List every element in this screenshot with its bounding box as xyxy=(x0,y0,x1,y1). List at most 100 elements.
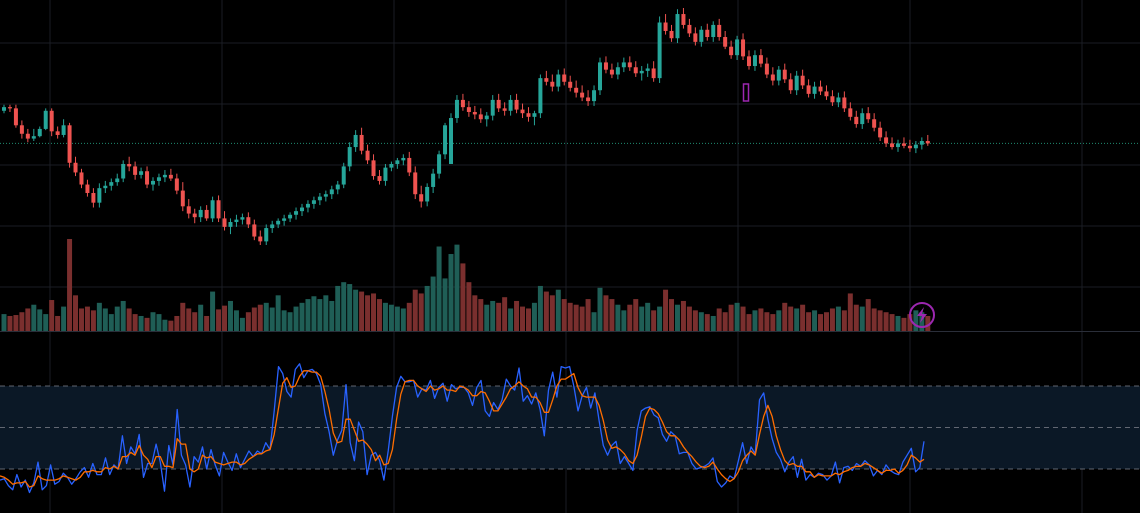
volume-bar xyxy=(686,306,692,331)
candle-body xyxy=(180,190,185,207)
candle-body xyxy=(562,74,567,82)
volume-bar xyxy=(603,295,609,331)
candle-body xyxy=(121,163,126,179)
volume-bar xyxy=(108,314,114,331)
candle xyxy=(896,139,900,152)
candle-body xyxy=(425,186,430,202)
candle-body xyxy=(222,218,227,227)
volume-bar xyxy=(227,300,233,331)
volume-bar xyxy=(704,314,710,331)
candle xyxy=(151,177,155,191)
volume-bar xyxy=(674,304,680,331)
volume-bar xyxy=(376,299,382,331)
candle-body xyxy=(79,172,84,185)
volume-bar xyxy=(680,300,686,331)
candle xyxy=(830,90,835,106)
candle-body xyxy=(156,177,161,181)
volume-bar xyxy=(126,308,132,331)
volume-bar xyxy=(388,304,394,331)
volume-bar xyxy=(341,282,347,331)
volume-bar xyxy=(61,306,67,331)
candle xyxy=(794,70,799,96)
candle-body xyxy=(723,37,728,47)
candle xyxy=(603,56,608,74)
volume-bar xyxy=(698,312,704,331)
volume-bar xyxy=(657,306,663,331)
candle xyxy=(633,61,638,77)
candle-body xyxy=(901,143,906,146)
volume-bar xyxy=(162,319,168,331)
candle xyxy=(925,134,930,146)
candle xyxy=(729,40,734,59)
candle-body xyxy=(788,79,793,91)
candle-body xyxy=(264,228,269,242)
candle-body xyxy=(848,108,853,117)
candle xyxy=(735,35,740,60)
candle xyxy=(890,137,895,150)
candle xyxy=(127,156,132,172)
candle xyxy=(49,108,54,137)
candle-body xyxy=(210,200,215,219)
candle xyxy=(907,139,912,152)
candle-body xyxy=(270,224,275,229)
volume-bar xyxy=(281,310,287,331)
candle-body xyxy=(663,22,668,31)
volume-bar xyxy=(597,287,603,331)
candle xyxy=(7,104,12,112)
candle-body xyxy=(496,99,501,109)
volume-bar xyxy=(478,299,484,331)
candle xyxy=(145,166,150,189)
volume-bar xyxy=(448,254,454,331)
candle xyxy=(162,170,167,183)
candle xyxy=(121,160,126,183)
volume-bar xyxy=(883,312,889,331)
candle-body xyxy=(413,172,418,195)
candle xyxy=(812,81,817,99)
candle-body xyxy=(860,113,865,125)
candle xyxy=(210,196,215,223)
candle-body xyxy=(711,24,716,38)
candle xyxy=(222,211,227,231)
candle-body xyxy=(598,62,602,91)
volume-bar xyxy=(621,310,627,331)
candle-body xyxy=(830,96,835,103)
candle xyxy=(747,50,751,70)
candle-body xyxy=(67,125,72,163)
volume-bar xyxy=(555,289,561,331)
candle-body xyxy=(139,171,144,175)
candle xyxy=(103,180,108,194)
volume-bar xyxy=(764,312,770,331)
volume-bar xyxy=(436,246,442,331)
candle-body xyxy=(19,125,24,134)
candle-body xyxy=(854,116,859,125)
candle xyxy=(300,203,304,216)
candle xyxy=(61,119,66,138)
candle xyxy=(919,137,924,150)
candle-body xyxy=(556,74,561,87)
candle xyxy=(711,21,716,42)
candle-body xyxy=(49,110,54,132)
candle-body xyxy=(550,81,555,87)
candle-body xyxy=(133,166,138,175)
candle xyxy=(13,104,18,128)
volume-bar xyxy=(573,304,579,331)
candle xyxy=(395,157,400,169)
volume-bar xyxy=(317,299,323,331)
volume-bar xyxy=(412,289,418,331)
candle-body xyxy=(705,29,710,38)
candle xyxy=(305,200,310,213)
candle-body xyxy=(252,224,257,237)
candle xyxy=(377,170,382,185)
candle xyxy=(419,185,424,208)
volume-bar xyxy=(7,315,13,331)
candle-body xyxy=(204,209,209,219)
candle xyxy=(425,183,430,207)
volume-bar xyxy=(406,302,412,331)
volume-bar xyxy=(537,285,543,331)
volume-bar xyxy=(853,304,859,331)
volume-bar xyxy=(692,310,698,331)
candle-body xyxy=(770,74,775,81)
volume-bar xyxy=(740,306,746,331)
volume-bar xyxy=(823,312,829,331)
